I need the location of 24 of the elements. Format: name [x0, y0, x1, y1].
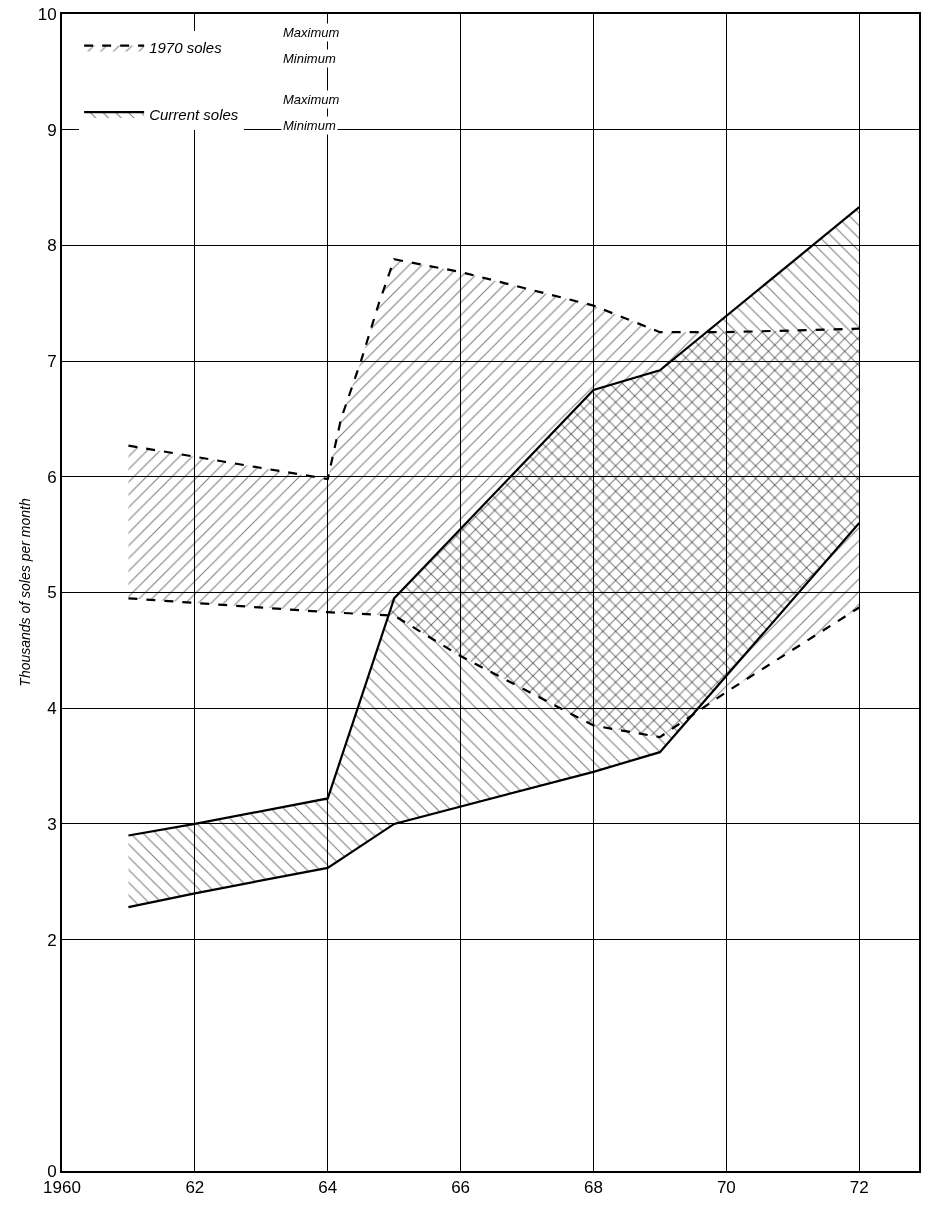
y-tick-label: 0: [47, 1161, 57, 1181]
x-tick-label: 70: [716, 1178, 736, 1198]
legend-label: Current soles: [149, 105, 239, 123]
x-tick-label: 64: [318, 1178, 338, 1198]
text: Maximum: [283, 92, 340, 107]
y-tick-label: 3: [47, 814, 57, 834]
x-tick-label: 68: [584, 1178, 603, 1198]
y-tick-label: 10: [37, 4, 57, 24]
y-tick-label: 7: [47, 352, 57, 372]
y-tick-label: 9: [47, 120, 57, 140]
legend-label: 1970 soles: [149, 39, 223, 57]
x-tick-label: 1960: [43, 1178, 81, 1198]
y-tick-label: 8: [47, 236, 57, 256]
y-tick-label: 6: [47, 467, 57, 487]
x-tick-label: 62: [185, 1178, 205, 1198]
y-axis-title: Thousands of soles per month: [16, 498, 33, 687]
annotation: Minimum: [283, 51, 336, 66]
y-tick-label: 2: [47, 930, 57, 950]
y-tick-label: 4: [47, 699, 57, 719]
text: Minimum: [283, 118, 336, 133]
annotation: Maximum: [283, 25, 340, 40]
y-tick-label: 5: [47, 583, 57, 603]
x-tick-label: 66: [451, 1178, 471, 1198]
x-tick-label: 72: [849, 1178, 869, 1198]
